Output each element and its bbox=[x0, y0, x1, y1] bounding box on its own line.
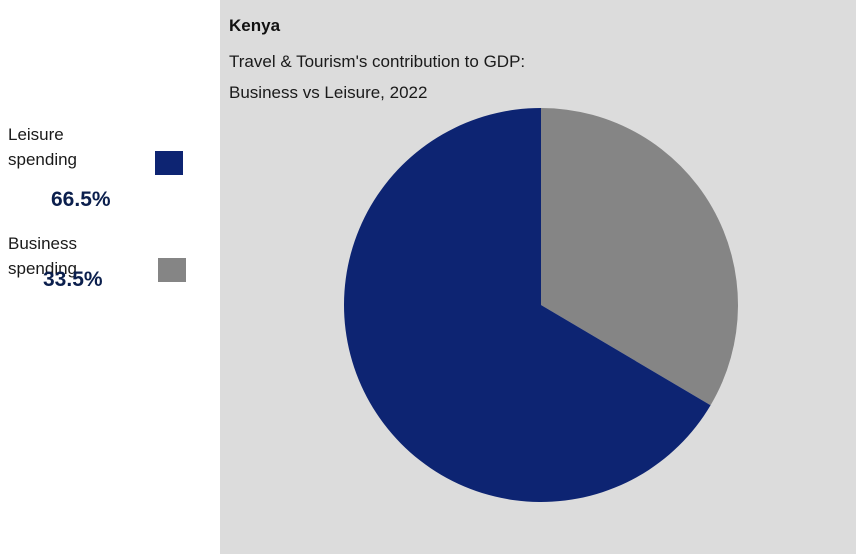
chart-title: Kenya bbox=[229, 16, 281, 35]
legend-label-leisure: Leisure spending bbox=[8, 122, 128, 172]
legend-value-leisure: 66.5% bbox=[51, 188, 111, 211]
legend-value-business: 33.5% bbox=[43, 268, 103, 291]
legend-label-leisure-line2: spending bbox=[8, 150, 78, 169]
chart-subtitle: Travel & Tourism's contribution to GDP: … bbox=[229, 46, 749, 108]
chart-subtitle-line2: Business vs Leisure, 2022 bbox=[229, 83, 428, 102]
legend-label-business-line1: Business bbox=[8, 234, 77, 253]
pie-chart bbox=[344, 107, 738, 503]
legend-swatch-business bbox=[158, 258, 186, 282]
pie-slice-business bbox=[541, 108, 738, 406]
legend-swatch-leisure bbox=[155, 151, 183, 175]
legend-label-business-line2: spending bbox=[8, 259, 78, 278]
chart-subtitle-line1: Travel & Tourism's contribution to GDP: bbox=[229, 52, 526, 71]
chart-legend: Leisure spending 66.5% Business spending… bbox=[0, 0, 220, 554]
legend-label-leisure-line1: Leisure bbox=[8, 125, 64, 144]
chart-panel: Kenya Travel & Tourism's contribution to… bbox=[220, 0, 856, 554]
legend-label-business: Business spending bbox=[8, 231, 128, 281]
pie-slice-leisure bbox=[344, 107, 711, 503]
